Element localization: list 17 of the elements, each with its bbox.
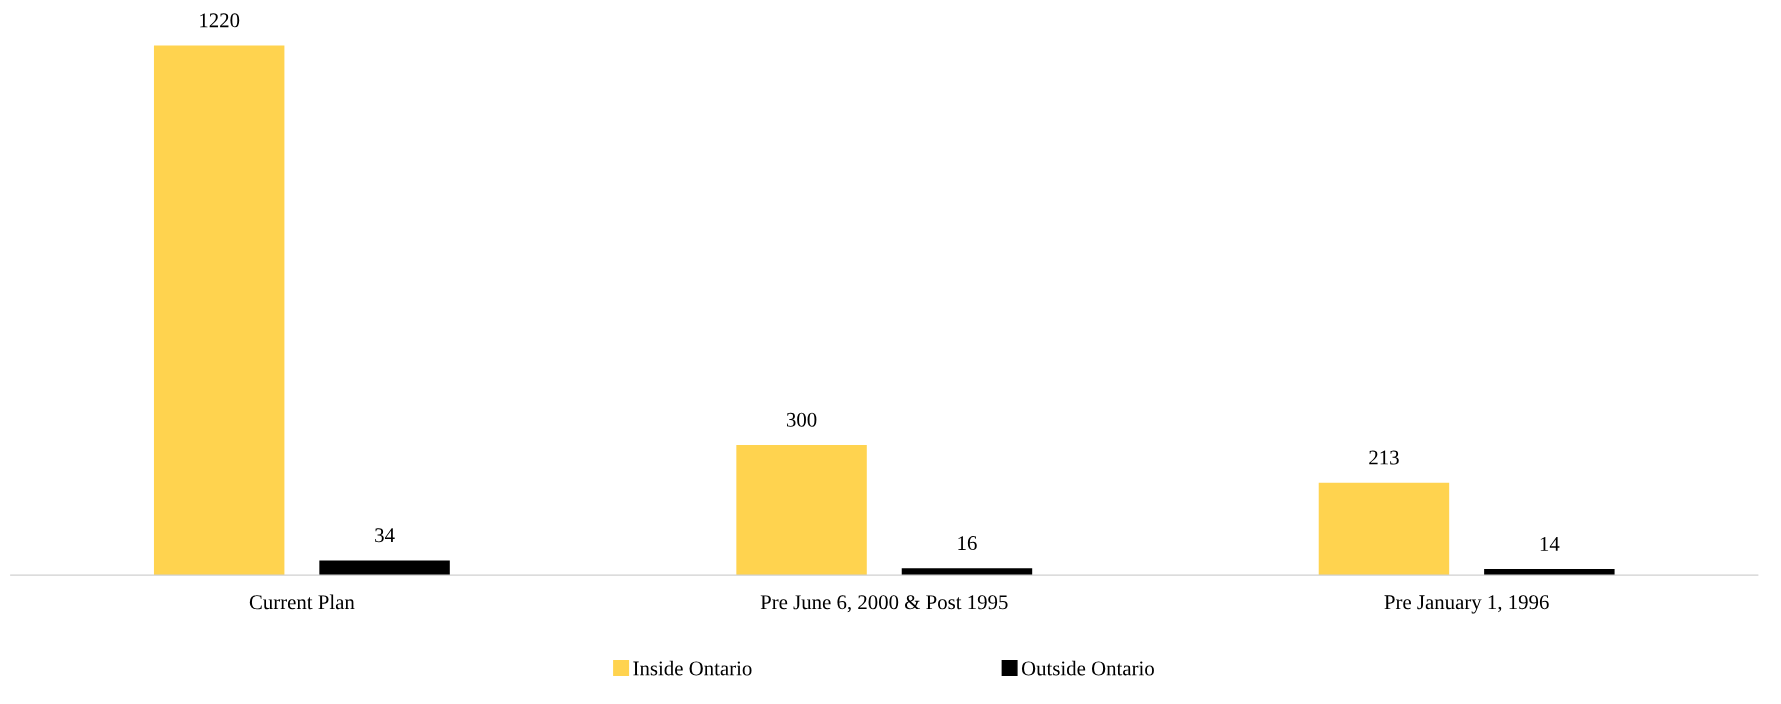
data-label: 16 xyxy=(958,536,977,551)
legend-label: Inside Ontario xyxy=(633,660,752,676)
bar xyxy=(901,568,1033,576)
bar xyxy=(153,45,285,576)
x-tick-label: Pre June 6, 2000 & Post 1995 xyxy=(760,595,1008,613)
bar xyxy=(1318,482,1450,576)
bar xyxy=(1484,569,1615,576)
data-label: 213 xyxy=(1369,450,1399,465)
data-label: 1220 xyxy=(200,13,240,28)
bar xyxy=(736,444,867,576)
data-label: 300 xyxy=(786,412,817,427)
legend-label: Outside Ontario xyxy=(1021,660,1154,676)
x-tick-label: Current Plan xyxy=(249,594,355,610)
data-label: 14 xyxy=(1540,537,1560,551)
data-label: 34 xyxy=(375,528,395,543)
bar xyxy=(319,560,450,576)
x-tick-label: Pre January 1, 1996 xyxy=(1384,595,1549,614)
